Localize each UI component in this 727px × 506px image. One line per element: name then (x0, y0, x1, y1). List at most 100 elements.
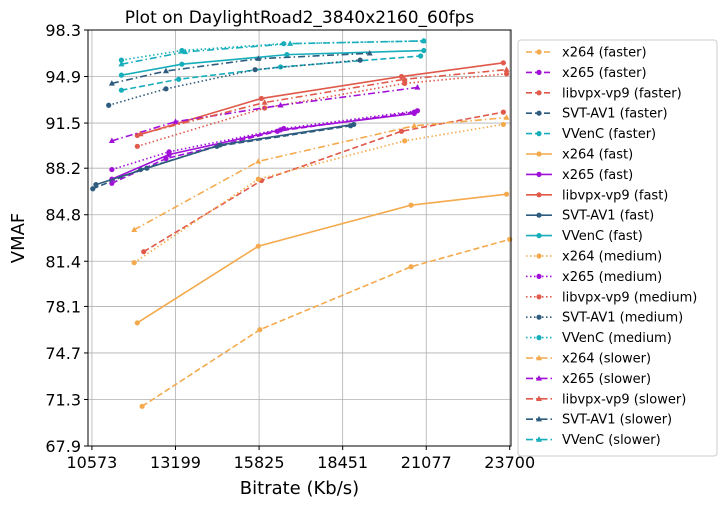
data-point (284, 52, 290, 58)
legend-label: VVenC (medium) (562, 331, 672, 346)
series-svt-av1-fast (93, 121, 357, 188)
legend-item: x264 (fast) (526, 148, 633, 163)
data-point (366, 49, 373, 56)
legend-label: VVenC (slower) (562, 433, 661, 448)
data-point (93, 182, 99, 188)
data-point (414, 108, 421, 114)
data-point (255, 158, 262, 164)
data-point (252, 67, 258, 73)
series-line (111, 109, 418, 171)
series-line (140, 68, 507, 135)
legend-label: VVenC (faster) (562, 127, 656, 142)
legend-marker (536, 436, 542, 442)
y-tick-label: 94.9 (45, 68, 81, 87)
data-point (108, 80, 115, 86)
series-vvenc-fast (118, 47, 427, 78)
data-point (261, 99, 268, 105)
data-point (500, 109, 506, 115)
series-line (108, 59, 361, 107)
y-tick-label: 67.9 (45, 437, 81, 456)
legend-marker (536, 212, 542, 218)
data-point (408, 202, 414, 208)
x-tick-label: 23700 (484, 453, 535, 472)
legend-label: x264 (medium) (562, 250, 662, 265)
data-point (257, 327, 263, 333)
series-libvpx-vp9-faster (141, 109, 506, 255)
data-point (163, 86, 169, 92)
legend-label: x265 (medium) (562, 270, 662, 285)
legend-item: x264 (slower) (526, 352, 651, 367)
legend-label: x265 (fast) (562, 168, 633, 183)
series-svt-av1-medium (106, 57, 363, 108)
legend-item: SVT-AV1 (medium) (526, 311, 683, 326)
data-point (176, 76, 182, 82)
data-point (137, 130, 144, 137)
x-tick-label: 15825 (234, 453, 285, 472)
legend-marker (536, 192, 542, 198)
series-line (95, 123, 354, 186)
data-point (277, 101, 284, 108)
legend-item: VVenC (medium) (526, 331, 672, 346)
series-line (111, 86, 418, 142)
data-point (262, 105, 268, 111)
legend-marker (536, 171, 542, 177)
y-tick-label: 84.8 (45, 206, 81, 225)
legend-item: x265 (faster) (526, 66, 647, 81)
legend-label: libvpx-vp9 (medium) (562, 290, 697, 305)
data-point (166, 149, 172, 155)
data-point (255, 243, 261, 249)
data-point (414, 84, 421, 90)
data-point (179, 61, 185, 67)
legend-marker (536, 273, 542, 279)
y-tick-label: 98.3 (45, 21, 81, 40)
legend-marker (536, 375, 542, 381)
y-tick-label: 91.5 (45, 114, 81, 133)
y-tick-label: 78.1 (45, 297, 81, 316)
y-tick-label: 88.2 (45, 159, 81, 178)
legend-label: SVT-AV1 (fast) (562, 209, 654, 224)
series-x265-medium (109, 108, 421, 173)
data-point (118, 60, 125, 67)
x-tick-label: 10573 (66, 453, 117, 472)
legend-marker (536, 110, 542, 116)
legend-marker (536, 314, 542, 320)
data-point (163, 156, 169, 162)
legend-marker (536, 395, 542, 401)
x-tick-label: 13199 (150, 453, 201, 472)
legend-label: SVT-AV1 (faster) (562, 107, 668, 122)
data-point (507, 236, 513, 242)
data-point (408, 264, 414, 270)
data-point (90, 186, 96, 192)
data-point (401, 75, 408, 82)
data-point (503, 191, 510, 197)
data-point (217, 142, 223, 148)
data-point (503, 71, 510, 77)
legend-label: x265 (slower) (562, 372, 651, 387)
series-vvenc-slower (118, 37, 427, 67)
data-point (172, 118, 179, 124)
plot-frame (87, 29, 512, 447)
data-point (162, 67, 169, 74)
series-x265-fast (109, 110, 417, 182)
legend-label: libvpx-vp9 (faster) (562, 86, 682, 101)
x-axis-label: Bitrate (Kb/s) (240, 478, 359, 499)
series-line (136, 193, 507, 324)
data-point (500, 121, 506, 128)
legend-label: SVT-AV1 (slower) (562, 413, 672, 428)
legend-item: VVenC (fast) (526, 229, 643, 244)
legend-label: x265 (faster) (562, 66, 647, 81)
data-point (421, 47, 427, 54)
data-point (141, 249, 147, 255)
legend-item: x265 (fast) (526, 168, 633, 183)
legend-marker (536, 151, 542, 157)
data-point (131, 226, 138, 232)
data-point (398, 128, 405, 134)
legend-item: libvpx-vp9 (fast) (526, 188, 668, 203)
legend-label: VVenC (fast) (562, 229, 643, 244)
legend-marker (536, 354, 542, 361)
series-line (143, 111, 504, 253)
data-point (118, 72, 125, 78)
legend-item: SVT-AV1 (fast) (526, 209, 654, 224)
data-point (134, 143, 140, 149)
data-point (418, 53, 424, 59)
